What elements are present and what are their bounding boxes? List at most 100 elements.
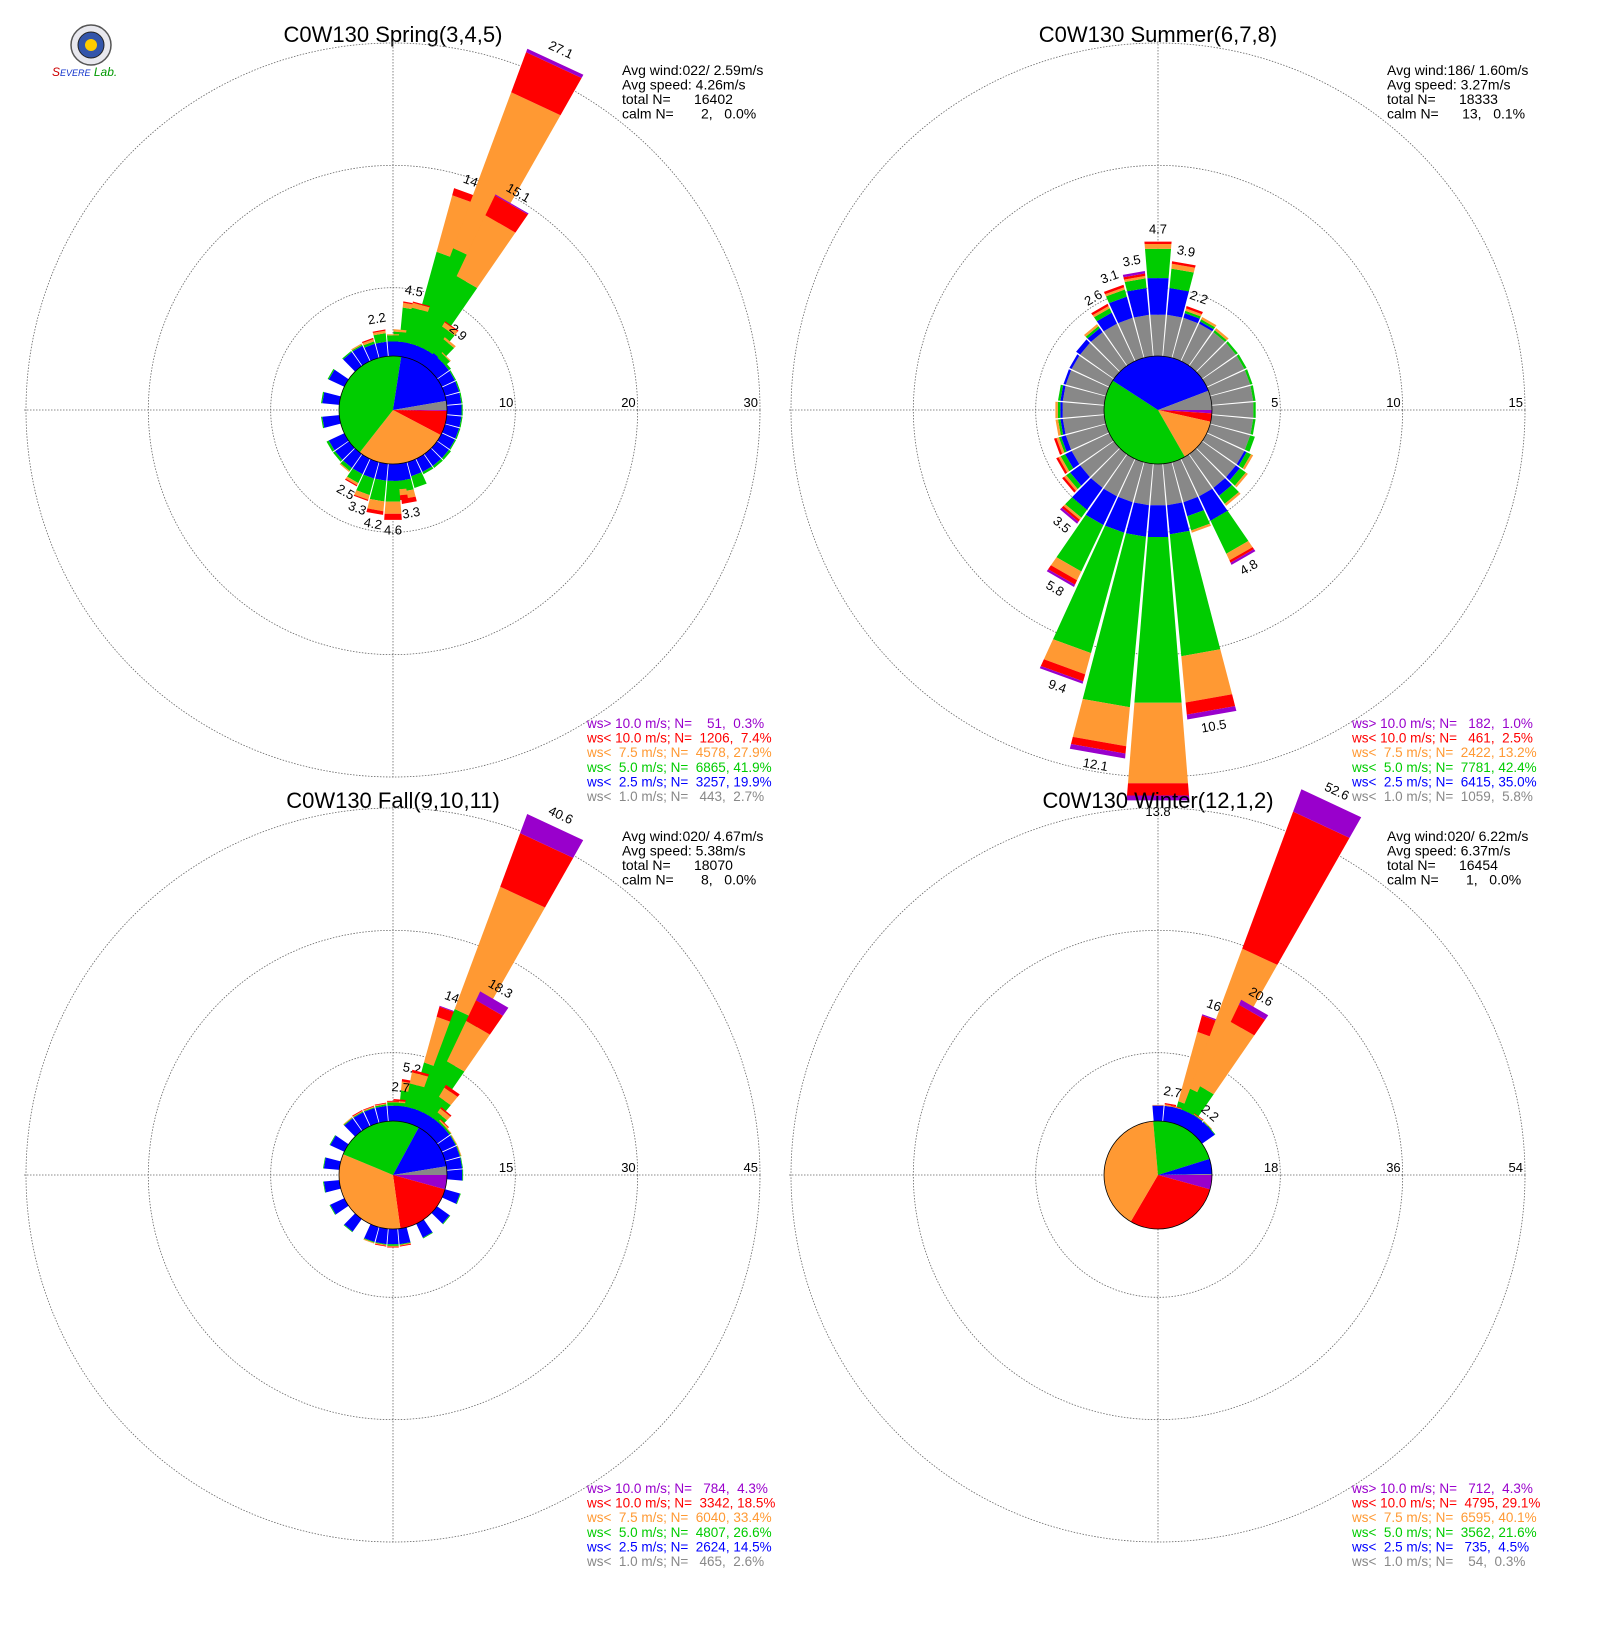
bar-segment [1163, 314, 1183, 358]
direction-bar: 3.1 [1098, 266, 1144, 361]
bar-segment [1203, 1120, 1213, 1130]
bar-segment [387, 335, 399, 342]
direction-bar [329, 1198, 349, 1215]
bar-segment [459, 392, 463, 404]
bar-segment [1189, 332, 1226, 372]
bar-segment [443, 1124, 452, 1134]
bar-segment [352, 345, 370, 366]
bar-segment [340, 460, 352, 471]
direction-bar: 13.8 [1126, 463, 1190, 819]
bar-segment [1057, 401, 1061, 419]
bar-segment [449, 370, 457, 381]
bar-segment [364, 1108, 379, 1126]
pie-slice [359, 410, 441, 464]
direction-bar: 3.3 [346, 459, 379, 518]
lab-logo: SEVERE Lab. [52, 24, 117, 79]
ring-gridline [270, 1052, 516, 1298]
bar-segment [437, 371, 455, 387]
stat-calm: calm N= 13, 0.1% [1387, 106, 1525, 122]
bar-segment [1046, 569, 1075, 587]
bar-segment [375, 1242, 387, 1245]
direction-bar: 2.2 [1172, 287, 1210, 361]
bar-segment [1080, 342, 1120, 379]
stat-total: total N= 18070 [622, 857, 733, 873]
bar-segment [459, 416, 463, 428]
bar-segment [343, 352, 362, 372]
bar-segment [511, 52, 582, 116]
legend-entry: ws< 5.0 m/s; N= 3562, 21.6% [1351, 1525, 1537, 1540]
direction-bar [442, 424, 461, 440]
bar-segment [1124, 278, 1147, 292]
bar-segment [1127, 783, 1189, 796]
bar-segment [1152, 1104, 1164, 1106]
bar-segment [1163, 462, 1183, 506]
direction-bar [1055, 415, 1106, 436]
bar-segment [1123, 273, 1146, 280]
direction-bar: 40.6 [411, 803, 584, 1128]
bar-segment [442, 322, 458, 336]
bar-segment [1118, 459, 1144, 503]
bar-segment [321, 391, 325, 404]
bar-segment [375, 462, 388, 481]
bar-segment [411, 1069, 429, 1077]
bar-segment [329, 1204, 336, 1215]
bar-segment [362, 339, 375, 346]
bar-segment [1147, 505, 1169, 537]
bar-segment [1150, 463, 1166, 506]
bar-segment [323, 1181, 326, 1193]
chart-title: C0W130 Winter(12,1,2) [1042, 788, 1273, 813]
windrose-panel: C0W130 Fall(9,10,11)15 30 4514.940.618.35.… [24, 788, 775, 1569]
bar-segment [339, 463, 350, 472]
direction-bar [431, 360, 451, 379]
bar-value-label: 2.7 [391, 1079, 410, 1096]
bar-segment [1193, 1113, 1204, 1121]
direction-bar [437, 1134, 458, 1152]
bar-segment [437, 1108, 451, 1121]
pie-outline [338, 355, 448, 465]
bar-segment [449, 439, 457, 450]
pie-slice [1158, 1175, 1212, 1190]
bar-segment [1183, 313, 1200, 324]
bar-segment [1125, 502, 1149, 537]
bar-segment [1186, 306, 1203, 315]
direction-bar [386, 334, 400, 357]
direction-bar [1207, 424, 1255, 452]
bar-segment [387, 1244, 399, 1246]
bar-segment [1105, 496, 1133, 533]
bar-segment [1167, 502, 1190, 535]
bar-segment [412, 301, 430, 308]
bar-segment [1224, 492, 1241, 506]
bar-segment [1185, 308, 1202, 317]
bar-segment [328, 433, 349, 451]
ring-gridline [270, 287, 516, 533]
bar-segment [411, 472, 427, 488]
bar-segment [372, 330, 386, 336]
bar-segment [321, 416, 325, 429]
bar-segment [364, 343, 379, 361]
direction-bar [329, 1135, 349, 1152]
bar-segment [454, 886, 545, 1021]
bar-segment [399, 1243, 412, 1247]
bar-value-label: 52.6 [1322, 779, 1351, 803]
bar-segment [393, 1099, 406, 1102]
direction-bar [1084, 324, 1127, 372]
direction-bar [1063, 369, 1109, 396]
bar-segment [428, 1122, 446, 1140]
direction-bar [446, 404, 463, 416]
direction-bar [361, 337, 379, 361]
bar-segment [445, 1157, 463, 1170]
direction-bar [1152, 1104, 1164, 1122]
direction-bar [416, 1219, 433, 1239]
bar-segment [1087, 328, 1103, 342]
bar-segment [494, 194, 529, 215]
bar-segment [1169, 530, 1221, 657]
bar-segment [1085, 326, 1100, 339]
direction-bar [431, 441, 451, 460]
bar-segment [1152, 1105, 1164, 1122]
ring-label: 36 [1386, 1160, 1400, 1175]
stat-total: total N= 16402 [622, 91, 733, 107]
pie-outline [1103, 1120, 1213, 1230]
ring-label: 15 [1509, 395, 1523, 410]
bar-value-label: 3.3 [346, 498, 368, 518]
bar-segment [405, 307, 428, 346]
